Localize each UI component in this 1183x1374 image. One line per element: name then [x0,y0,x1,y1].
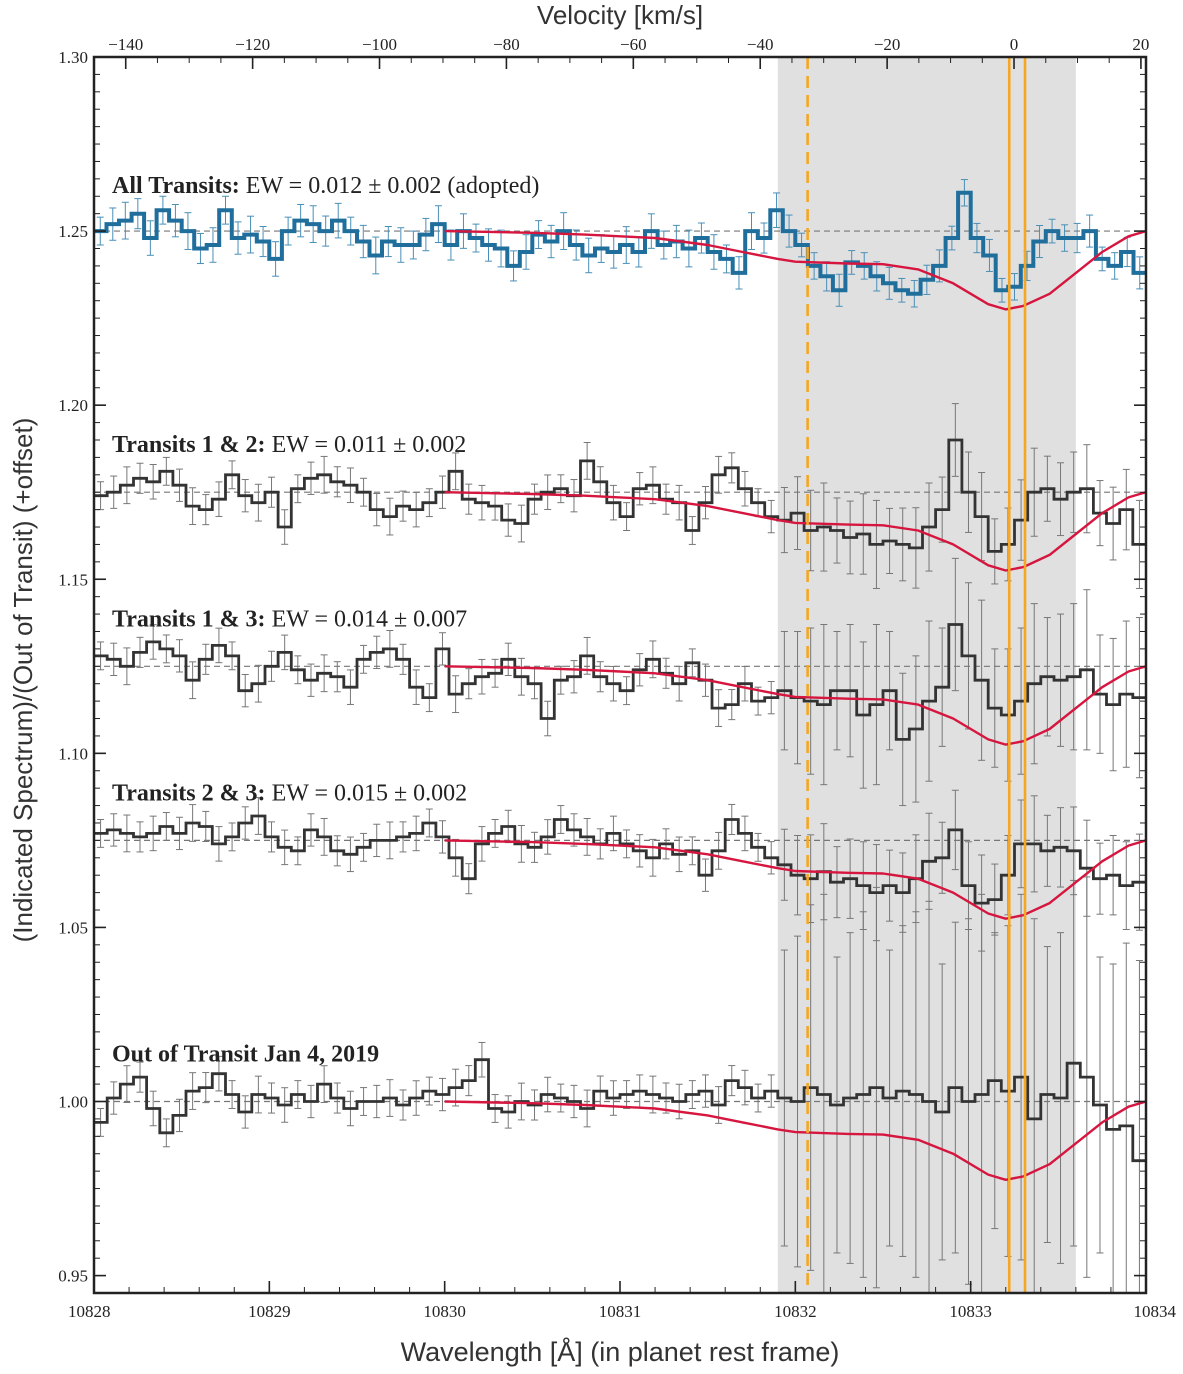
x-tick-label: 10830 [423,1302,466,1321]
x-tick-label: 10831 [599,1302,642,1321]
y-tick-label: 1.30 [58,48,88,67]
series-label-bold: Transits 1 & 3: [112,606,266,632]
y-tick-label: 1.05 [58,918,88,937]
x2-axis-title: Velocity [km/s] [537,0,703,30]
spectrum-series-1 [94,438,1146,553]
series-label-3: Transits 2 & 3: EW = 0.015 ± 0.002 [112,780,467,806]
series-label-bold: Transits 1 & 2: [112,432,266,458]
x2-tick-label: −100 [362,35,397,54]
x2-tick-label: −140 [108,35,143,54]
series-label-0: All Transits: EW = 0.012 ± 0.002 (adopte… [112,173,539,199]
y-tick-label: 1.00 [58,1093,88,1112]
model-curve-4 [444,1100,1147,1181]
y-tick-label: 0.95 [58,1267,88,1286]
model-curve-2 [444,665,1147,746]
series-label-bold: Transits 2 & 3: [112,780,266,806]
series-label-1: Transits 1 & 2: EW = 0.011 ± 0.002 [112,432,466,458]
spectrum-series-2 [94,623,1146,741]
x-axis-title: Wavelength [Å] (in planet rest frame) [401,1336,840,1367]
series-label-bold: Out of Transit Jan 4, 2019 [112,1042,379,1068]
y-tick-label: 1.20 [58,396,88,415]
x-tick-label: 10832 [774,1302,817,1321]
model-curve-3 [444,839,1147,920]
y-axis-title: (Indicated Spectrum)/(Out of Transit) (+… [8,418,38,943]
series-label-4: Out of Transit Jan 4, 2019 [112,1042,379,1068]
y-tick-label: 1.10 [58,744,88,763]
x-tick-label: 10829 [248,1302,291,1321]
series-label-bold: All Transits: [112,173,240,199]
series-label-ew: EW = 0.012 ± 0.002 (adopted) [240,173,540,199]
x-tick-label: 10828 [68,1302,111,1321]
x2-tick-label: 0 [1010,35,1019,54]
y-tick-label: 1.25 [58,222,88,241]
shaded-region [777,57,1076,1293]
series-label-ew: EW = 0.015 ± 0.002 [266,780,468,806]
model-curve-1 [444,491,1147,572]
series-label-2: Transits 1 & 3: EW = 0.014 ± 0.007 [112,606,467,632]
x2-tick-label: −60 [620,35,647,54]
spectrum-series-0 [94,190,1146,296]
model-curve-0 [444,229,1147,311]
series-label-ew: EW = 0.014 ± 0.007 [266,606,468,632]
x-tick-label: 10833 [949,1302,992,1321]
spectrum-series-4 [94,1058,1146,1163]
x2-tick-label: −120 [235,35,270,54]
x2-tick-label: −80 [493,35,520,54]
x2-tick-label: −20 [874,35,901,54]
y-tick-label: 1.15 [58,570,88,589]
x2-tick-label: −40 [747,35,774,54]
x2-tick-label: 20 [1132,35,1149,54]
series-label-ew: EW = 0.011 ± 0.002 [266,432,467,458]
spectrum-series-3 [94,814,1146,905]
x-tick-label: 10834 [1134,1302,1177,1321]
